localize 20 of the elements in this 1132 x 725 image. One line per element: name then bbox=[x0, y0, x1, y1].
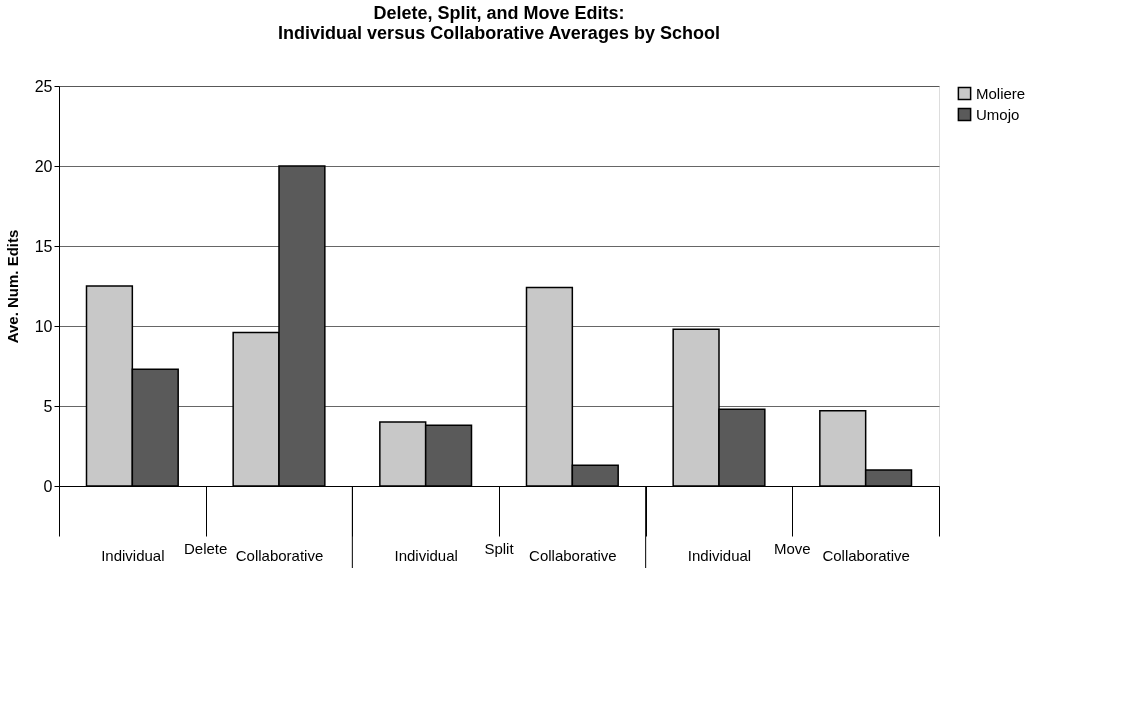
text: Move bbox=[773, 540, 811, 557]
text: Delete bbox=[183, 540, 228, 557]
legend-label: Moliere bbox=[976, 84, 1026, 102]
x-tick-label: Individual bbox=[101, 546, 165, 564]
y-tick-label: 0 bbox=[43, 477, 53, 495]
x-tick-label: Collaborative bbox=[529, 546, 617, 564]
y-tick-label: 20 bbox=[34, 157, 53, 175]
y-tick-label: 10 bbox=[34, 317, 53, 335]
y-axis-title: Ave. Num. Edits bbox=[3, 229, 21, 344]
text: Split bbox=[484, 540, 515, 557]
text: Individual versus Collaborative Averages by School bbox=[278, 23, 720, 43]
text: Delete, Split, and Move Edits: bbox=[373, 3, 625, 23]
x-tick-label: Individual bbox=[394, 546, 458, 564]
x-tick-label: Individual bbox=[687, 546, 752, 564]
x-tick-label: Collaborative bbox=[235, 546, 324, 564]
y-tick-label: 5 bbox=[43, 397, 53, 415]
legend-label: Umojo bbox=[976, 105, 1020, 123]
y-tick-label: 25 bbox=[34, 77, 53, 95]
y-tick-label: 15 bbox=[34, 237, 53, 255]
x-tick-label: Collaborative bbox=[822, 546, 910, 564]
